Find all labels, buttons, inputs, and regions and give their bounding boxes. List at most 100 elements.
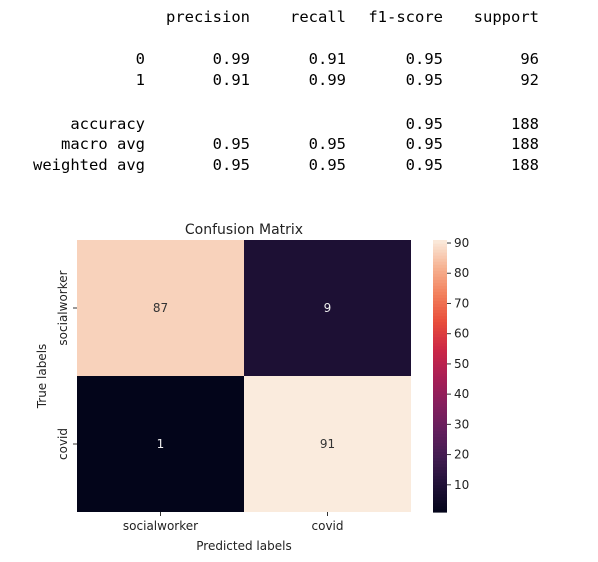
colorbar-segment bbox=[433, 433, 447, 438]
colorbar-segment bbox=[433, 418, 447, 422]
colorbar-segment bbox=[433, 243, 447, 247]
report-cell-f1: 0.95 bbox=[405, 156, 443, 174]
colorbar-segment bbox=[433, 339, 447, 344]
colorbar-segment bbox=[433, 394, 447, 398]
confusion-matrix-chart: Confusion Matrix Predicted labels True l… bbox=[35, 222, 469, 553]
colorbar-segment bbox=[433, 502, 447, 507]
colorbar-segment bbox=[433, 267, 447, 271]
report-header-recall: recall bbox=[290, 8, 346, 26]
report-cell-support: 188 bbox=[511, 135, 539, 153]
x-tick-label: covid bbox=[312, 519, 344, 533]
colorbar-tick-label: 90 bbox=[454, 236, 469, 250]
colorbar-segment bbox=[433, 493, 447, 498]
x-axis-label: Predicted labels bbox=[196, 539, 291, 553]
colorbar-tick-label: 70 bbox=[454, 296, 469, 310]
colorbar-segment bbox=[433, 382, 447, 386]
colorbar-segment bbox=[433, 315, 447, 320]
report-header-support: support bbox=[473, 8, 539, 26]
colorbar-segment bbox=[433, 360, 447, 365]
colorbar-segment bbox=[433, 303, 447, 308]
colorbar-segment bbox=[433, 285, 447, 289]
colorbar-segment bbox=[433, 264, 447, 268]
heatmap-cell bbox=[244, 240, 411, 376]
colorbar-segment bbox=[433, 300, 447, 305]
colorbar-segment bbox=[433, 255, 447, 259]
colorbar-segment bbox=[433, 336, 447, 341]
heatmap-cell-label: 1 bbox=[157, 437, 165, 451]
classification-report: precision recall f1-score support 0 0.99 0.91 0… bbox=[0, 0, 598, 190]
colorbar-segment bbox=[433, 385, 447, 389]
colorbar-segment bbox=[433, 321, 447, 326]
colorbar-segment bbox=[433, 400, 447, 404]
report-cell-f1: 0.95 bbox=[405, 115, 443, 133]
report-row-label: accuracy bbox=[70, 115, 145, 133]
heatmap-cell-label: 9 bbox=[324, 301, 332, 315]
colorbar-segment bbox=[433, 403, 447, 407]
colorbar-segment bbox=[433, 324, 447, 329]
y-tick-label: covid bbox=[56, 428, 70, 460]
report-cell-recall: 0.91 bbox=[308, 50, 346, 68]
colorbar-tick-label: 20 bbox=[454, 448, 469, 462]
colorbar-segment bbox=[433, 366, 447, 371]
colorbar-segment bbox=[433, 357, 447, 362]
colorbar-segment bbox=[433, 469, 447, 474]
colorbar-segment bbox=[433, 345, 447, 350]
heatmap-cell bbox=[244, 376, 411, 512]
colorbar-segment bbox=[433, 457, 447, 462]
colorbar-segment bbox=[433, 409, 447, 413]
colorbar-segment bbox=[433, 279, 447, 283]
report-cell-support: 188 bbox=[511, 156, 539, 174]
colorbar-segment bbox=[433, 342, 447, 347]
report-cell-f1: 0.95 bbox=[405, 71, 443, 89]
colorbar-segment bbox=[433, 240, 447, 244]
colorbar-segment bbox=[433, 397, 447, 401]
colorbar-segment bbox=[433, 430, 447, 435]
report-header-f1: f1-score bbox=[368, 8, 443, 26]
colorbar-segment bbox=[433, 412, 447, 416]
heatmap-cell bbox=[77, 240, 244, 376]
report-row-label: 0 bbox=[135, 50, 145, 68]
colorbar-segment bbox=[433, 388, 447, 392]
heatmap-cell bbox=[77, 376, 244, 512]
report-cell-precision: 0.91 bbox=[212, 71, 250, 89]
report-cell-f1: 0.95 bbox=[405, 135, 443, 153]
report-cell-recall: 0.95 bbox=[308, 156, 346, 174]
colorbar-segment bbox=[433, 448, 447, 453]
report-row: 1 0.91 0.99 0.95 92 bbox=[0, 70, 598, 90]
report-row: weighted avg 0.95 0.95 0.95 188 bbox=[0, 155, 598, 175]
report-cell-recall: 0.95 bbox=[308, 135, 346, 153]
colorbar-tick-label: 80 bbox=[454, 266, 469, 280]
colorbar-segment bbox=[433, 312, 447, 317]
colorbar-segment bbox=[433, 363, 447, 368]
colorbar-segment bbox=[433, 369, 447, 374]
colorbar-segment bbox=[433, 496, 447, 501]
report-cell-recall: 0.99 bbox=[308, 71, 346, 89]
colorbar-segment bbox=[433, 427, 447, 431]
report-header-precision: precision bbox=[166, 8, 250, 26]
report-row-label: weighted avg bbox=[33, 156, 145, 174]
report-cell-precision: 0.99 bbox=[212, 50, 250, 68]
colorbar-segment bbox=[433, 288, 447, 292]
colorbar-tick-label: 40 bbox=[454, 387, 469, 401]
colorbar-tick-label: 50 bbox=[454, 357, 469, 371]
colorbar-segment bbox=[433, 415, 447, 419]
report-header-row: precision recall f1-score support bbox=[0, 7, 598, 27]
report-cell-f1: 0.95 bbox=[405, 50, 443, 68]
colorbar-segment bbox=[433, 258, 447, 262]
colorbar-segment bbox=[433, 466, 447, 471]
report-row: macro avg 0.95 0.95 0.95 188 bbox=[0, 134, 598, 154]
heatmap-cell-label: 91 bbox=[320, 437, 335, 451]
colorbar-segment bbox=[433, 261, 447, 265]
colorbar-segment bbox=[433, 505, 447, 510]
colorbar-segment bbox=[433, 472, 447, 477]
colorbar-segment bbox=[433, 354, 447, 359]
heatmap-cell-label: 87 bbox=[153, 301, 168, 315]
colorbar-segment bbox=[433, 327, 447, 332]
colorbar-segment bbox=[433, 318, 447, 323]
colorbar-segment bbox=[433, 463, 447, 468]
colorbar-segment bbox=[433, 445, 447, 450]
colorbar-segment bbox=[433, 282, 447, 286]
colorbar-segment bbox=[433, 481, 447, 486]
report-cell-precision: 0.95 bbox=[212, 135, 250, 153]
colorbar-segment bbox=[433, 379, 447, 383]
